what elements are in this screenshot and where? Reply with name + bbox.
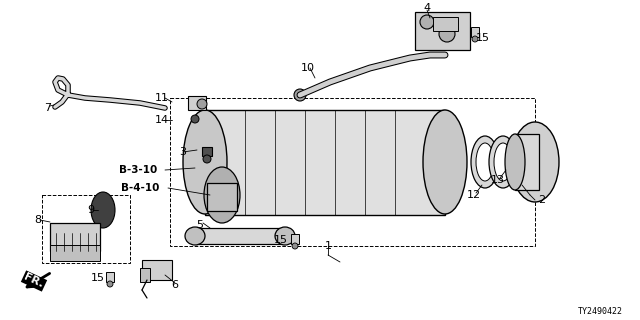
Bar [142,260,172,280]
Text: 7: 7 [44,103,52,113]
Circle shape [292,243,298,249]
Bar [50,245,100,261]
Bar [106,272,114,282]
Ellipse shape [471,136,499,188]
Bar [50,223,100,251]
Ellipse shape [505,134,525,190]
Ellipse shape [204,167,240,223]
Bar [471,27,479,37]
Ellipse shape [185,227,205,245]
Text: 15: 15 [274,235,288,245]
Bar [140,268,150,282]
Bar [415,12,470,50]
Circle shape [472,36,478,42]
Text: 10: 10 [301,63,315,73]
Text: 5: 5 [196,220,204,230]
Text: 15: 15 [91,273,105,283]
Text: 15: 15 [476,33,490,43]
Ellipse shape [183,110,227,214]
Bar [170,98,535,246]
Circle shape [203,155,211,163]
Bar [433,17,458,31]
Text: 4: 4 [424,3,431,13]
Circle shape [197,99,207,109]
Circle shape [439,26,455,42]
Text: 12: 12 [467,190,481,200]
Text: B-4-10: B-4-10 [121,183,159,193]
Text: 2: 2 [538,195,545,205]
Bar [42,195,130,263]
Bar [195,228,285,244]
Text: FR.: FR. [22,272,45,290]
Text: 6: 6 [172,280,179,290]
Bar [202,147,212,156]
Bar [515,134,539,190]
Text: 1: 1 [324,241,332,251]
Ellipse shape [423,110,467,214]
Text: 13: 13 [491,175,505,185]
Ellipse shape [91,192,115,228]
Bar [207,183,237,211]
Circle shape [294,89,306,101]
Bar [188,96,206,110]
Circle shape [107,281,113,287]
Text: 9: 9 [88,205,95,215]
Text: FR.: FR. [22,272,45,290]
Ellipse shape [275,227,295,245]
Bar [205,110,445,215]
Ellipse shape [494,143,512,181]
Ellipse shape [476,143,494,181]
Bar [291,234,299,244]
Circle shape [191,115,199,123]
Text: 11: 11 [155,93,169,103]
Circle shape [420,15,434,29]
Text: 3: 3 [179,147,186,157]
Text: 14: 14 [155,115,169,125]
Ellipse shape [511,122,559,202]
Text: TY2490422: TY2490422 [577,308,623,316]
Text: 8: 8 [35,215,42,225]
Ellipse shape [489,136,517,188]
Text: B-3-10: B-3-10 [119,165,157,175]
